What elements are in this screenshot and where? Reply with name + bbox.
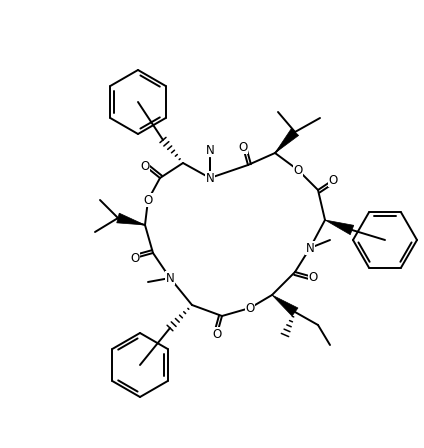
- Text: N: N: [306, 241, 314, 254]
- Polygon shape: [117, 213, 145, 225]
- Text: O: O: [212, 327, 222, 340]
- Text: O: O: [293, 164, 303, 177]
- Text: O: O: [308, 271, 318, 284]
- Text: N: N: [206, 143, 215, 156]
- Text: N: N: [206, 172, 215, 185]
- Text: O: O: [140, 159, 150, 172]
- Text: O: O: [245, 302, 255, 314]
- Text: O: O: [238, 141, 248, 154]
- Polygon shape: [275, 129, 298, 153]
- Text: O: O: [328, 173, 338, 186]
- Polygon shape: [325, 220, 354, 235]
- Text: N: N: [166, 271, 174, 284]
- Polygon shape: [272, 295, 298, 316]
- Text: O: O: [130, 251, 139, 264]
- Text: O: O: [143, 194, 153, 207]
